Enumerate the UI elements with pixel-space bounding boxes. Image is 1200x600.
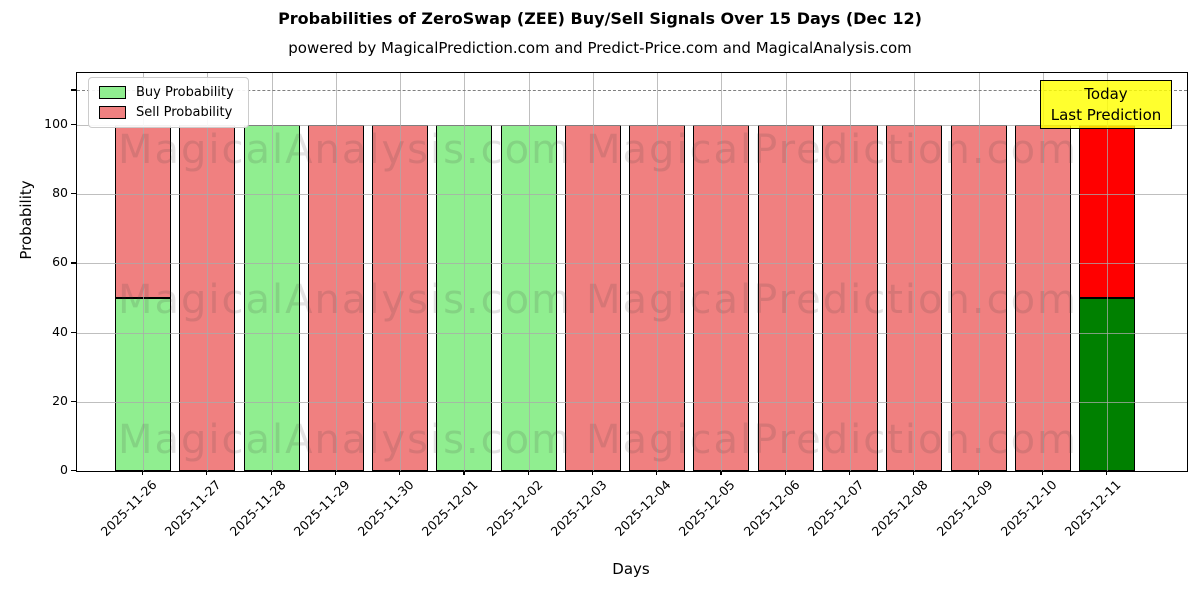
v-gridline xyxy=(271,73,273,471)
x-tick-mark xyxy=(399,470,401,475)
x-tick-mark xyxy=(784,470,786,475)
x-tick-mark xyxy=(463,470,465,475)
v-gridline xyxy=(143,73,144,471)
y-tick-mark xyxy=(71,470,76,472)
today-annotation-line2: Last Prediction xyxy=(1050,105,1162,124)
x-tick-mark xyxy=(977,470,979,475)
h-gridline xyxy=(77,401,1187,403)
legend-label-buy: Buy Probability xyxy=(136,85,234,100)
x-tick-mark xyxy=(848,470,851,475)
h-gridline xyxy=(77,125,1187,126)
v-gridline xyxy=(400,73,402,471)
v-gridline xyxy=(1107,73,1109,471)
x-tick-mark xyxy=(206,470,208,475)
h-gridline xyxy=(77,194,1187,196)
plot-area xyxy=(76,72,1188,472)
x-tick-mark xyxy=(591,470,594,475)
legend: Buy Probability Sell Probability xyxy=(88,77,249,128)
x-tick-mark xyxy=(1041,470,1043,475)
y-tick-label: 40 xyxy=(52,323,68,339)
v-gridline xyxy=(1042,73,1044,471)
v-gridline xyxy=(978,73,980,471)
y-tick-label: 0 xyxy=(60,462,68,477)
v-gridline xyxy=(914,73,916,471)
x-tick-mark xyxy=(142,470,144,475)
h-gridline xyxy=(77,332,1187,334)
x-tick-mark xyxy=(913,470,915,475)
y-tick-mark xyxy=(71,400,76,402)
x-tick-mark xyxy=(334,470,336,475)
y-tick-label: 80 xyxy=(52,185,68,201)
legend-item-sell: Sell Probability xyxy=(99,106,234,119)
today-annotation: Today Last Prediction xyxy=(1040,80,1172,129)
today-annotation-line1: Today xyxy=(1084,84,1128,103)
v-gridline xyxy=(849,73,851,471)
v-gridline xyxy=(721,73,723,471)
x-tick-mark xyxy=(656,470,658,475)
chart-subtitle: powered by MagicalPrediction.com and Pre… xyxy=(288,39,912,57)
v-gridline xyxy=(207,73,209,471)
y-tick-mark xyxy=(71,193,76,195)
legend-swatch-buy xyxy=(99,86,126,99)
x-tick-mark xyxy=(270,470,272,475)
v-gridline xyxy=(335,73,337,471)
y-tick-mark xyxy=(71,89,76,91)
chart-title: Probabilities of ZeroSwap (ZEE) Buy/Sell… xyxy=(278,9,922,28)
y-tick-label: 60 xyxy=(52,254,68,270)
threshold-dashed-line xyxy=(77,90,1187,92)
v-gridline xyxy=(528,73,530,471)
v-gridline xyxy=(785,73,787,471)
v-gridline xyxy=(592,73,594,471)
h-gridline xyxy=(77,263,1187,265)
v-gridline xyxy=(657,73,659,471)
y-tick-label: 100 xyxy=(44,116,68,131)
y-tick-mark xyxy=(71,262,76,264)
legend-item-buy: Buy Probability xyxy=(99,86,234,99)
y-tick-mark xyxy=(71,124,76,126)
legend-label-sell: Sell Probability xyxy=(136,105,233,120)
x-tick-mark xyxy=(527,470,529,475)
legend-swatch-sell xyxy=(99,106,126,119)
y-tick-mark xyxy=(71,331,76,333)
v-gridline xyxy=(464,73,466,471)
x-axis-label: Days xyxy=(612,560,650,578)
x-tick-mark xyxy=(1106,470,1108,475)
x-tick-mark xyxy=(720,470,722,475)
y-tick-label: 20 xyxy=(52,392,68,408)
